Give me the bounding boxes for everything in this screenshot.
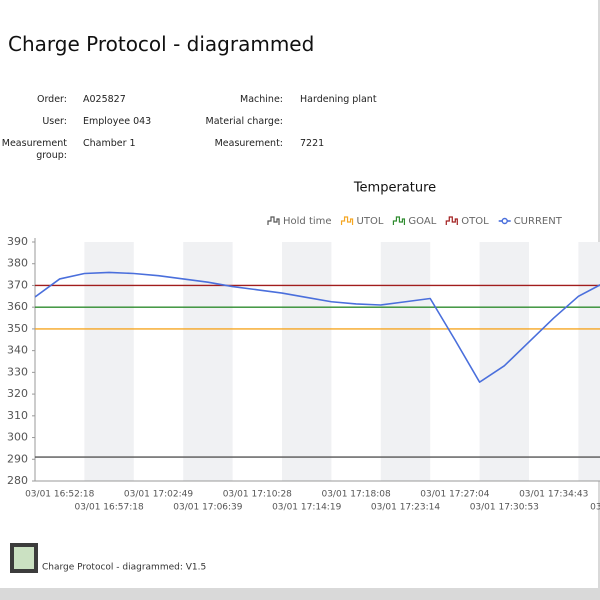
field-label: User:: [42, 116, 67, 127]
legend-label: UTOL: [357, 216, 384, 227]
band: [183, 242, 233, 481]
y-tick-label: 320: [7, 387, 28, 400]
footer-text: Charge Protocol - diagrammed: V1.5: [42, 563, 206, 573]
field-value: 7221: [300, 138, 325, 149]
x-tick-label: 03/01 17:34:43: [519, 490, 588, 500]
legend-item: CURRENT: [498, 216, 563, 227]
y-tick-label: 310: [7, 409, 28, 422]
field-value: Chamber 1: [83, 138, 136, 149]
y-tick-label: 360: [7, 300, 28, 313]
legend-label: Hold time: [283, 216, 332, 227]
field-label: Measurement:: [214, 138, 283, 149]
y-tick-label: 370: [7, 278, 28, 291]
x-tick-label: 03/01 17:06:39: [173, 503, 242, 513]
x-tick-label: 03/01 17:30:53: [470, 503, 539, 513]
field-label: Machine:: [240, 94, 283, 105]
x-tick-label: 03/01 17:18:08: [321, 490, 390, 500]
legend-icon: [501, 217, 508, 225]
legend-item: Hold time: [267, 216, 332, 227]
field-label: Measurement group:: [1, 138, 67, 161]
legend-label: OTOL: [461, 216, 489, 227]
x-tick-label: 03/01 17:27:04: [420, 490, 489, 500]
field-value: Hardening plant: [300, 94, 377, 105]
legend-icon: [445, 216, 458, 225]
legend-item: OTOL: [445, 216, 489, 227]
y-tick-label: 280: [7, 474, 28, 487]
x-tick-label: 03/01 17:23:14: [371, 503, 440, 513]
band: [282, 242, 332, 481]
legend-icon: [340, 216, 354, 225]
band: [84, 242, 134, 481]
legend-label: GOAL: [408, 216, 436, 227]
x-tick-label: 03/01 17:10:28: [223, 490, 292, 500]
field-value: Employee 043: [83, 116, 152, 127]
legend-icon: [392, 216, 406, 225]
logo-accent: [14, 547, 34, 569]
y-tick-label: 340: [7, 344, 28, 357]
x-tick-label: 03/01 17:14:19: [272, 503, 341, 513]
chart-title: Temperature: [353, 181, 436, 196]
x-tick-label: 03/01 16:57:18: [74, 503, 143, 513]
plot: [35, 271, 600, 458]
series-line: [35, 271, 600, 383]
field-label: Material charge:: [205, 116, 284, 127]
y-tick-label: 290: [7, 452, 28, 465]
page-title: Charge Protocol - diagrammed: [8, 32, 315, 56]
legend-item: UTOL: [340, 216, 384, 227]
x-tick-label: 03/01 16:52:18: [25, 490, 94, 500]
x-tick-label: 03/01: [590, 503, 600, 513]
legend-item: GOAL: [392, 216, 437, 227]
y-tick-label: 330: [7, 365, 28, 378]
field-value: A025827: [83, 94, 126, 105]
y-tick-label: 380: [7, 257, 28, 270]
x-tick-label: 03/01 17:02:49: [124, 490, 193, 500]
legend-icon: [267, 216, 280, 225]
band: [380, 242, 431, 481]
y-tick-label: 300: [7, 431, 28, 444]
band: [479, 242, 529, 481]
logo-inner: [14, 547, 34, 569]
y-tick-label: 390: [7, 235, 28, 248]
band: [578, 242, 600, 481]
field-label: Order:: [36, 94, 67, 105]
y-tick-label: 350: [7, 322, 28, 335]
legend-label: CURRENT: [514, 216, 563, 227]
